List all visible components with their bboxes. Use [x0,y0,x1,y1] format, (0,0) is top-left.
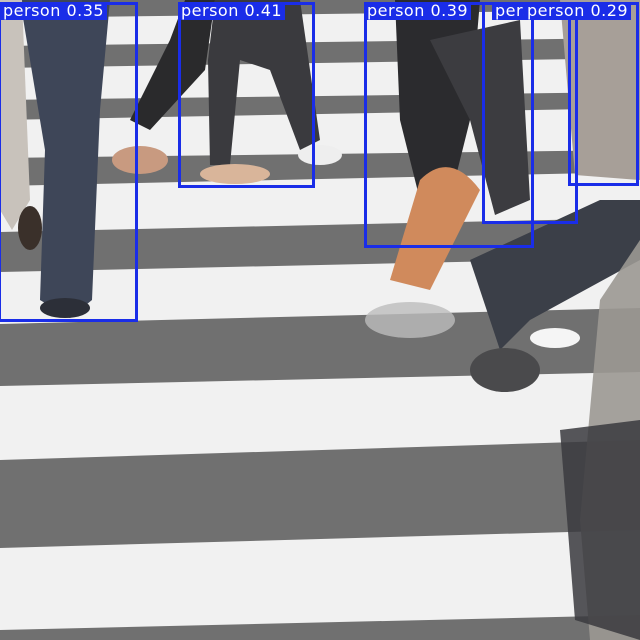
detection-label-5: person 0.29 [524,2,632,20]
detection-label-1: person 0.35 [0,2,108,20]
detection-box-1 [0,2,138,322]
detection-box-4 [482,2,578,224]
detection-box-2 [178,2,315,188]
detection-label-3: person 0.39 [364,2,472,20]
detection-label-2: person 0.41 [178,2,286,20]
detection-box-5 [568,2,639,186]
